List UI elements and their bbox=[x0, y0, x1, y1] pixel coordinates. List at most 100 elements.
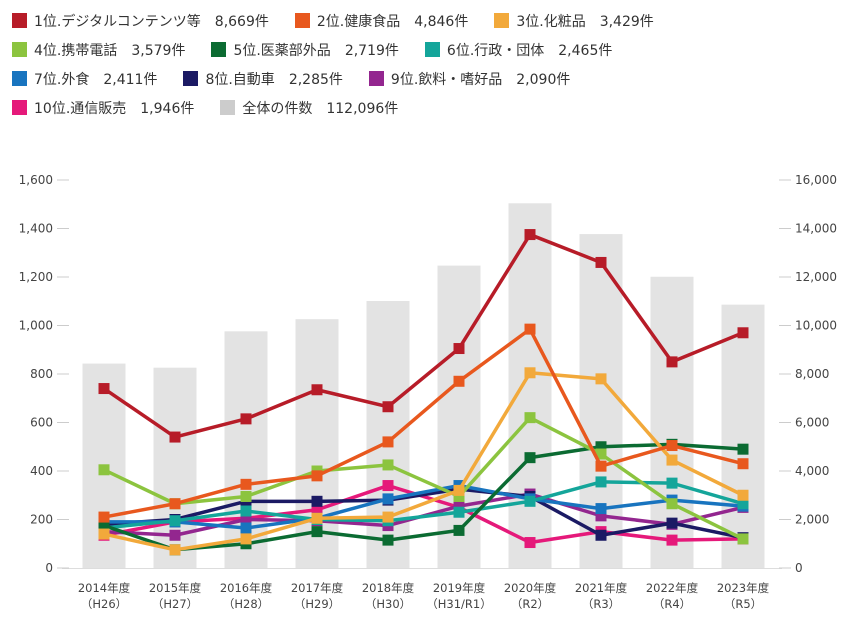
x-tick-label-year: 2014年度 bbox=[78, 581, 131, 595]
legend-item: 3位.化粧品 3,429件 bbox=[494, 11, 654, 31]
data-point bbox=[169, 529, 181, 541]
data-point bbox=[240, 413, 252, 425]
data-point bbox=[453, 500, 465, 512]
series-3 bbox=[98, 367, 749, 556]
data-point bbox=[666, 356, 678, 368]
data-point bbox=[169, 431, 181, 443]
data-point bbox=[666, 534, 678, 546]
x-tick-label-era: （H27） bbox=[152, 597, 198, 611]
x-tick-label-era: （H28） bbox=[223, 597, 269, 611]
left-tick-label: 200 bbox=[30, 513, 53, 527]
data-point bbox=[524, 412, 536, 424]
series-line bbox=[103, 371, 744, 552]
legend-item: 2位.健康食品 4,846件 bbox=[294, 11, 468, 31]
data-point bbox=[98, 464, 110, 476]
data-point bbox=[595, 256, 607, 268]
legend-count: 3,429件 bbox=[599, 13, 654, 30]
legend-item: 4位.携帯電話 3,579件 bbox=[12, 40, 185, 60]
x-tick-label-year: 2019年度 bbox=[433, 581, 486, 595]
legend-row: 4位.携帯電話 3,579件 5位.医薬部外品 2,719件 6位.行政・団体 2,4… bbox=[12, 35, 842, 64]
legend-label: 7位.外食 bbox=[34, 71, 90, 88]
data-point bbox=[453, 490, 465, 502]
data-point bbox=[666, 477, 678, 489]
x-tick-label-era: （R5） bbox=[724, 597, 762, 611]
x-tick-label-year: 2021年度 bbox=[575, 581, 628, 595]
right-tick-label: 6,000 bbox=[795, 416, 829, 430]
data-point bbox=[595, 448, 607, 460]
data-point bbox=[453, 484, 465, 496]
data-point bbox=[595, 441, 607, 453]
right-tick-label: 8,000 bbox=[795, 367, 829, 381]
data-point bbox=[311, 526, 323, 538]
x-tick-label-year: 2016年度 bbox=[220, 581, 273, 595]
data-point bbox=[382, 401, 394, 413]
x-tick-label-year: 2018年度 bbox=[362, 581, 415, 595]
legend-row: 1位.デジタルコンテンツ等 8,669件 2位.健康食品 4,846件 3位.化粧品… bbox=[12, 6, 842, 35]
data-point bbox=[98, 520, 110, 532]
data-point bbox=[382, 459, 394, 471]
legend-item: 全体の件数 112,096件 bbox=[220, 98, 398, 118]
axes-layer: 0 200 400 600 800 1,000 1,200 1,400 1,600 0 2,000 4… bbox=[19, 173, 837, 611]
data-point bbox=[524, 495, 536, 507]
legend-item: 6位.行政・団体 2,465件 bbox=[424, 40, 613, 60]
chart-legend: 1位.デジタルコンテンツ等 8,669件 2位.健康食品 4,846件 3位.化粧品… bbox=[12, 6, 842, 122]
data-point bbox=[524, 367, 536, 379]
data-point bbox=[240, 533, 252, 545]
x-tick-label-era: （H29） bbox=[294, 597, 340, 611]
legend-count: 2,090件 bbox=[516, 71, 571, 88]
data-point bbox=[524, 323, 536, 335]
legend-swatch bbox=[12, 100, 27, 115]
x-tick-label-era: （H31/R1） bbox=[426, 597, 491, 611]
total-bar bbox=[437, 265, 481, 568]
left-tick-label: 1,600 bbox=[19, 173, 53, 187]
data-point bbox=[595, 373, 607, 385]
legend-item: 8位.自動車 2,285件 bbox=[183, 69, 343, 89]
data-point bbox=[382, 534, 394, 546]
data-point bbox=[169, 498, 181, 510]
legend-count: 2,285件 bbox=[288, 71, 343, 88]
series-2 bbox=[98, 323, 749, 523]
series-line bbox=[103, 327, 744, 519]
data-point bbox=[98, 528, 110, 540]
legend-count: 2,719件 bbox=[344, 42, 399, 59]
data-point bbox=[311, 384, 323, 396]
legend-label: 5位.医薬部外品 bbox=[233, 42, 331, 59]
series-line bbox=[103, 480, 744, 530]
legend-swatch-total bbox=[220, 100, 236, 115]
data-point bbox=[666, 440, 678, 452]
data-point bbox=[169, 515, 181, 527]
left-tick-label: 1,000 bbox=[19, 319, 53, 333]
legend-item: 5位.医薬部外品 2,719件 bbox=[211, 40, 399, 60]
data-point bbox=[524, 452, 536, 464]
legend-item: 10位.通信販売 1,946件 bbox=[12, 98, 194, 118]
series-line bbox=[104, 483, 744, 530]
data-point bbox=[524, 229, 536, 241]
legend-label-total: 全体の件数 bbox=[242, 100, 313, 117]
legend-label: 10位.通信販売 bbox=[34, 100, 127, 117]
legend-label: 2位.健康食品 bbox=[316, 13, 401, 30]
data-point bbox=[98, 511, 110, 523]
legend-label: 4位.携帯電話 bbox=[34, 42, 118, 59]
bars-layer bbox=[82, 203, 765, 568]
legend-item: 9位.飲料・嗜好品 2,090件 bbox=[368, 69, 571, 89]
data-point bbox=[595, 529, 607, 541]
right-tick-label: 14,000 bbox=[795, 222, 837, 236]
legend-count: 2,465件 bbox=[558, 42, 613, 59]
right-tick-label: 4,000 bbox=[795, 464, 829, 478]
legend-swatch bbox=[294, 13, 310, 28]
data-point bbox=[98, 383, 110, 395]
data-point bbox=[737, 498, 749, 510]
series-line bbox=[103, 442, 744, 552]
data-point bbox=[453, 506, 465, 518]
right-tick-label: 12,000 bbox=[795, 270, 837, 284]
x-tick-label-year: 2017年度 bbox=[291, 581, 344, 595]
legend-label: 3位.化粧品 bbox=[516, 13, 586, 30]
legend-label: 1位.デジタルコンテンツ等 bbox=[34, 13, 201, 30]
left-tick-label: 1,400 bbox=[19, 222, 53, 236]
legend-swatch bbox=[494, 13, 510, 28]
data-point bbox=[453, 343, 465, 355]
series-line bbox=[103, 483, 744, 545]
right-tick-label: 16,000 bbox=[795, 173, 837, 187]
data-point bbox=[737, 327, 749, 339]
legend-count: 2,411件 bbox=[103, 71, 158, 88]
